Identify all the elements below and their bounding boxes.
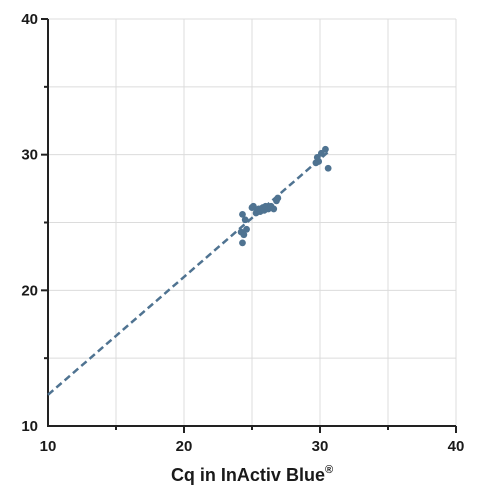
data-point <box>240 231 248 239</box>
axes <box>41 18 457 433</box>
y-tick-label: 10 <box>21 418 38 435</box>
data-point <box>239 210 246 218</box>
x-tick-label: 10 <box>40 438 57 455</box>
data-point <box>270 205 278 213</box>
x-tick-label: 40 <box>448 438 465 455</box>
trendline-group <box>47 151 329 396</box>
data-point <box>241 216 249 224</box>
y-tick-label: 30 <box>21 147 38 164</box>
x-axis-title: Cq in InActiv Blue® <box>171 464 333 485</box>
data-point <box>274 194 282 202</box>
data-points <box>237 145 332 247</box>
trendline <box>47 151 329 396</box>
data-point <box>243 225 250 233</box>
data-point <box>239 239 246 247</box>
data-point <box>315 158 323 165</box>
y-tick-label: 20 <box>21 282 38 299</box>
y-tick-label: 40 <box>21 11 38 28</box>
x-tick-label: 30 <box>312 438 329 455</box>
data-point <box>324 164 332 172</box>
x-tick-label: 20 <box>176 438 193 455</box>
tick-labels: 10 20 30 40 10 20 30 40 <box>21 11 464 455</box>
grid-lines <box>48 18 457 426</box>
data-point <box>322 145 329 153</box>
